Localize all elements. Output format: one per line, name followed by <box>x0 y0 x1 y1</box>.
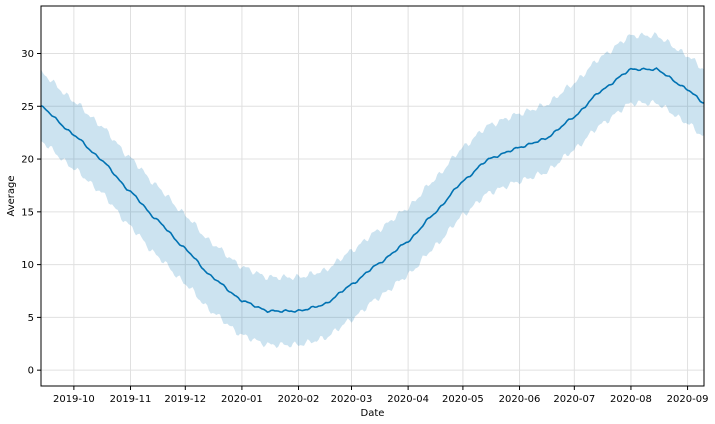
x-tick-label: 2020-02 <box>278 394 320 405</box>
y-tick-label: 15 <box>21 207 34 218</box>
x-axis-ticks: 2019-10 2019-11 2019-12 2020-01 2020-02 2020-… <box>53 386 708 405</box>
x-tick-label: 2020-04 <box>387 394 429 405</box>
plot-frame <box>40 5 705 387</box>
y-tick-label: 5 <box>28 313 34 324</box>
y-tick-label: 20 <box>21 155 34 166</box>
y-axis-label: Average <box>6 175 17 216</box>
x-tick-label: 2020-09 <box>667 394 709 405</box>
x-tick-label: 2020-05 <box>442 394 484 405</box>
uncertainty-band <box>41 32 704 349</box>
x-tick-label: 2020-03 <box>331 394 373 405</box>
x-tick-label: 2020-08 <box>610 394 652 405</box>
y-axis-ticks: 0 5 10 15 20 25 30 <box>21 49 41 377</box>
y-tick-label: 25 <box>21 102 34 113</box>
x-tick-label: 2020-07 <box>553 394 595 405</box>
y-tick-label: 0 <box>28 366 34 377</box>
x-tick-label: 2020-01 <box>221 394 263 405</box>
x-tick-label: 2019-11 <box>110 394 152 405</box>
x-tick-label: 2020-06 <box>499 394 541 405</box>
x-axis-label: Date <box>361 408 385 419</box>
x-tick-label: 2019-12 <box>164 394 206 405</box>
forecast-line <box>40 67 705 314</box>
y-tick-label: 30 <box>21 49 34 60</box>
y-tick-label: 10 <box>21 260 34 271</box>
x-tick-label: 2019-10 <box>53 394 95 405</box>
